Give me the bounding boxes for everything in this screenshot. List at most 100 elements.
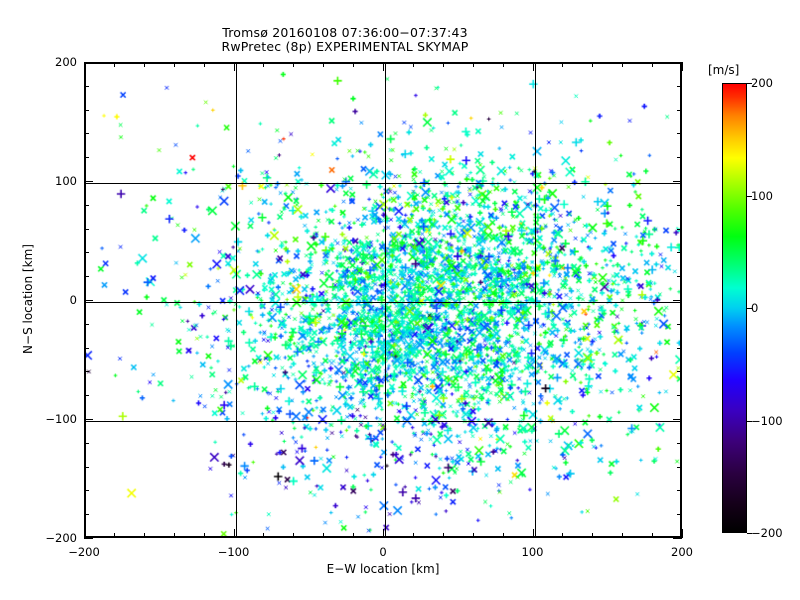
colorbar[interactable]: −200 −100 0 100 200 — [722, 76, 783, 540]
x-minor-tick-top — [592, 62, 593, 67]
x-minor-tick — [562, 533, 563, 538]
x-minor-tick — [503, 533, 504, 538]
x-minor-tick-top — [413, 62, 414, 67]
x-minor-tick — [114, 533, 115, 538]
y-minor-tick-right — [677, 157, 682, 158]
x-minor-tick-top — [443, 62, 444, 67]
y-minor-tick — [84, 467, 89, 468]
y-major-tick — [84, 538, 93, 539]
y-minor-tick-right — [677, 276, 682, 277]
x-tick-label: 100 — [521, 545, 544, 559]
y-minor-tick — [84, 443, 89, 444]
x-minor-tick — [413, 533, 414, 538]
plot-area[interactable] — [84, 62, 682, 538]
y-major-tick — [84, 181, 93, 182]
x-major-tick — [383, 529, 384, 538]
y-minor-tick — [84, 348, 89, 349]
title-line-1: Tromsø 20160108 07:36:00−07:37:43 — [222, 25, 468, 40]
y-tick-label: −200 — [45, 531, 77, 545]
x-minor-tick — [144, 533, 145, 538]
y-minor-tick-right — [677, 348, 682, 349]
x-minor-tick-top — [174, 62, 175, 67]
y-minor-tick — [84, 490, 89, 491]
x-major-tick — [533, 529, 534, 538]
x-minor-tick-top — [204, 62, 205, 67]
x-minor-tick — [263, 533, 264, 538]
colorbar-tick — [747, 196, 752, 197]
chart-title: Tromsø 20160108 07:36:00−07:37:43 RwPret… — [0, 26, 690, 54]
colorbar-tick-label: 200 — [751, 76, 773, 90]
colorbar-tick — [747, 533, 752, 534]
colorbar-tick — [747, 308, 752, 309]
colorbar-tick-label: −100 — [751, 414, 783, 428]
y-minor-tick-right — [677, 110, 682, 111]
y-minor-tick — [84, 324, 89, 325]
x-major-tick — [234, 529, 235, 538]
y-minor-tick-right — [677, 490, 682, 491]
x-minor-tick-top — [323, 62, 324, 67]
x-minor-tick-top — [562, 62, 563, 67]
y-major-tick-right — [673, 419, 682, 420]
y-minor-tick — [84, 395, 89, 396]
colorbar-tick-label: 0 — [751, 301, 759, 315]
x-minor-tick — [353, 533, 354, 538]
x-tick-label: −200 — [68, 545, 100, 559]
y-minor-tick-right — [677, 395, 682, 396]
x-minor-tick-top — [144, 62, 145, 67]
x-major-tick-top — [84, 62, 85, 71]
scatter-plot-canvas[interactable] — [86, 64, 680, 536]
y-minor-tick — [84, 252, 89, 253]
y-minor-tick — [84, 276, 89, 277]
y-minor-tick-right — [677, 133, 682, 134]
x-minor-tick — [443, 533, 444, 538]
y-minor-tick-right — [677, 371, 682, 372]
y-minor-tick — [84, 371, 89, 372]
colorbar-tick — [747, 83, 752, 84]
x-major-tick-top — [682, 62, 683, 71]
x-minor-tick-top — [353, 62, 354, 67]
x-major-tick — [682, 529, 683, 538]
x-minor-tick — [174, 533, 175, 538]
x-major-tick-top — [533, 62, 534, 71]
y-major-tick — [84, 419, 93, 420]
title-line-2: RwPretec (8p) EXPERIMENTAL SKYMAP — [221, 39, 469, 54]
x-axis-title: E−W location [km] — [326, 562, 440, 576]
y-minor-tick — [84, 229, 89, 230]
x-minor-tick — [323, 533, 324, 538]
colorbar-tick-label: −200 — [751, 526, 783, 540]
y-tick-label: 0 — [69, 293, 77, 307]
colorbar-tick — [747, 421, 752, 422]
x-tick-label: 0 — [379, 545, 387, 559]
y-major-tick — [84, 62, 93, 63]
x-minor-tick-top — [473, 62, 474, 67]
x-minor-tick-top — [263, 62, 264, 67]
y-minor-tick — [84, 157, 89, 158]
y-minor-tick-right — [677, 229, 682, 230]
colorbar-gradient — [722, 83, 747, 533]
y-minor-tick-right — [677, 252, 682, 253]
y-minor-tick-right — [677, 443, 682, 444]
y-major-tick-right — [673, 62, 682, 63]
y-minor-tick-right — [677, 205, 682, 206]
y-minor-tick-right — [677, 467, 682, 468]
y-minor-tick-right — [677, 86, 682, 87]
x-major-tick-top — [383, 62, 384, 71]
colorbar-tick-label: 100 — [751, 189, 773, 203]
y-major-tick-right — [673, 300, 682, 301]
y-major-tick — [84, 300, 93, 301]
x-minor-tick-top — [652, 62, 653, 67]
y-axis-title: N−S location [km] — [21, 244, 35, 354]
y-minor-tick — [84, 133, 89, 134]
x-minor-tick-top — [114, 62, 115, 67]
x-minor-tick — [592, 533, 593, 538]
x-minor-tick — [622, 533, 623, 538]
colorbar-unit-label: [m/s] — [708, 63, 740, 77]
y-minor-tick — [84, 86, 89, 87]
y-minor-tick — [84, 205, 89, 206]
y-major-tick-right — [673, 538, 682, 539]
y-tick-label: 100 — [55, 174, 77, 188]
x-tick-label: 200 — [671, 545, 693, 559]
x-minor-tick — [473, 533, 474, 538]
x-major-tick-top — [234, 62, 235, 71]
